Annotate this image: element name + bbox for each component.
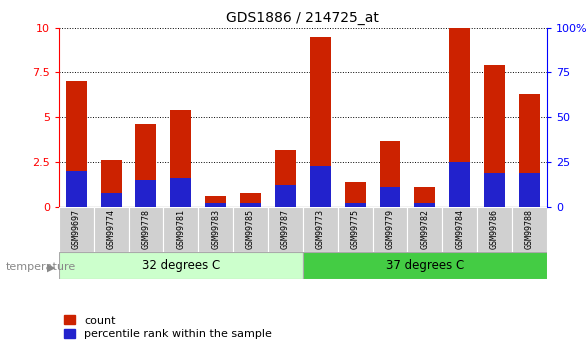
Bar: [233, 207, 268, 252]
Bar: [205, 204, 226, 207]
Text: GSM99784: GSM99784: [455, 209, 464, 249]
Bar: [303, 252, 547, 279]
Text: GSM99783: GSM99783: [211, 209, 220, 249]
Text: GSM99697: GSM99697: [72, 209, 81, 249]
Text: GSM99774: GSM99774: [106, 209, 116, 249]
Text: GSM99785: GSM99785: [246, 209, 255, 249]
Bar: [345, 204, 366, 207]
Text: GSM99782: GSM99782: [420, 209, 429, 249]
Bar: [275, 150, 296, 207]
Bar: [171, 110, 191, 207]
Text: ▶: ▶: [48, 263, 56, 272]
Bar: [415, 187, 435, 207]
Title: GDS1886 / 214725_at: GDS1886 / 214725_at: [226, 11, 379, 25]
Bar: [415, 204, 435, 207]
Bar: [93, 207, 129, 252]
Bar: [275, 186, 296, 207]
Text: 32 degrees C: 32 degrees C: [142, 259, 220, 272]
Text: GSM99788: GSM99788: [525, 209, 534, 249]
Bar: [303, 207, 338, 252]
Bar: [373, 207, 407, 252]
Bar: [135, 125, 156, 207]
Bar: [484, 173, 505, 207]
Bar: [310, 37, 330, 207]
Bar: [449, 28, 470, 207]
Bar: [512, 207, 547, 252]
Text: GSM99781: GSM99781: [176, 209, 185, 249]
Bar: [268, 207, 303, 252]
Bar: [442, 207, 477, 252]
Legend: count, percentile rank within the sample: count, percentile rank within the sample: [64, 315, 272, 339]
Bar: [519, 94, 540, 207]
Bar: [379, 187, 400, 207]
Bar: [310, 166, 330, 207]
Bar: [407, 207, 442, 252]
Bar: [129, 207, 163, 252]
Text: GSM99775: GSM99775: [350, 209, 360, 249]
Bar: [59, 207, 93, 252]
Bar: [198, 207, 233, 252]
Bar: [484, 65, 505, 207]
Bar: [163, 207, 198, 252]
Text: GSM99787: GSM99787: [281, 209, 290, 249]
Bar: [449, 162, 470, 207]
Bar: [135, 180, 156, 207]
Bar: [101, 193, 122, 207]
Bar: [171, 178, 191, 207]
Bar: [205, 196, 226, 207]
Text: GSM99786: GSM99786: [490, 209, 499, 249]
Text: temperature: temperature: [6, 263, 76, 272]
Bar: [59, 252, 303, 279]
Text: GSM99779: GSM99779: [386, 209, 395, 249]
Bar: [101, 160, 122, 207]
Bar: [66, 81, 86, 207]
Bar: [519, 173, 540, 207]
Bar: [338, 207, 373, 252]
Text: GSM99773: GSM99773: [316, 209, 325, 249]
Text: 37 degrees C: 37 degrees C: [386, 259, 464, 272]
Bar: [477, 207, 512, 252]
Bar: [379, 141, 400, 207]
Bar: [240, 193, 261, 207]
Text: GSM99778: GSM99778: [142, 209, 151, 249]
Bar: [240, 204, 261, 207]
Bar: [66, 171, 86, 207]
Bar: [345, 182, 366, 207]
